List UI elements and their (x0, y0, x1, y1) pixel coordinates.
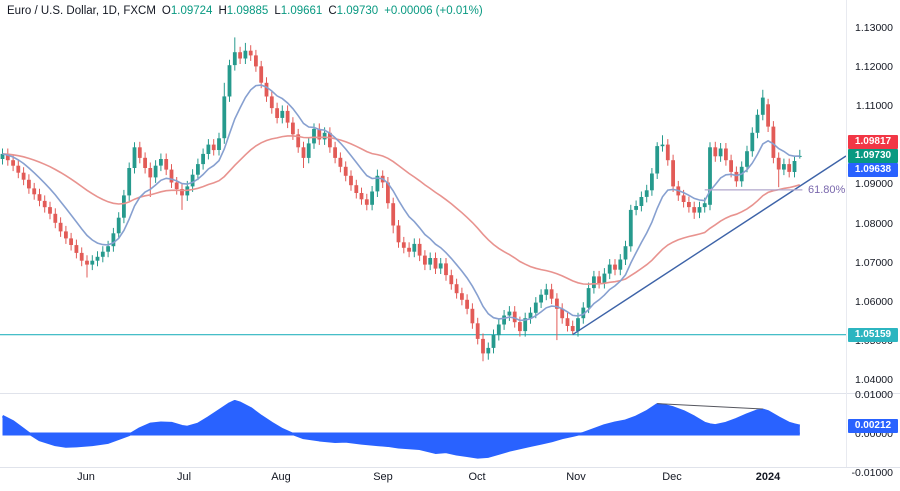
price-axis-label: 1.12000 (855, 61, 893, 74)
indicator-pane[interactable] (0, 393, 846, 467)
price-label-badge: 0.00212 (848, 418, 898, 433)
price-label-badge: 1.09730 (848, 148, 898, 163)
price-axis-label: 1.11000 (855, 100, 893, 113)
price-axis-label: 1.06000 (855, 295, 893, 308)
price-axis-label: 1.09000 (855, 178, 893, 191)
indicator-divergence-line (657, 403, 763, 410)
price-label-badge: 1.09817 (848, 134, 898, 149)
price-axis-label: 1.08000 (855, 217, 893, 230)
price-axis-separator (846, 0, 847, 467)
time-axis-separator (0, 467, 900, 468)
low-value: 1.09661 (280, 5, 323, 17)
high-key: H (218, 5, 227, 17)
time-axis-label[interactable]: Jun (77, 471, 95, 483)
price-axis-label: 1.04000 (855, 374, 893, 386)
trendline (572, 155, 846, 336)
candles (0, 37, 802, 362)
chart-legend: Euro / U.S. Dollar, 1D, FXCM O1.09724 H1.0… (7, 5, 483, 17)
time-axis-label[interactable]: Aug (271, 471, 291, 483)
time-axis-label[interactable]: Sep (373, 471, 393, 483)
price-axis-label: 1.13000 (855, 22, 893, 34)
close-value: 1.09730 (336, 5, 379, 17)
open-value: 1.09724 (170, 5, 213, 17)
time-axis-label[interactable]: 2024 (755, 471, 781, 483)
indicator-axis-label: 0.01000 (855, 389, 893, 401)
fast-ma-line (2, 84, 800, 322)
indicator-area (2, 401, 800, 458)
change-value: +0.00006 (+0.01%) (384, 5, 483, 17)
symbol-title[interactable]: Euro / U.S. Dollar, 1D, FXCM (7, 5, 156, 17)
indicator-axis-label: -0.01000 (851, 467, 893, 479)
close-key: C (328, 5, 337, 17)
time-axis-label[interactable]: Jul (176, 471, 192, 483)
slow-ma-line (2, 135, 801, 286)
open-key: O (161, 5, 171, 17)
price-pane[interactable] (0, 0, 846, 393)
high-value: 1.09885 (226, 5, 269, 17)
price-axis-label: 1.07000 (855, 256, 893, 269)
time-axis-label[interactable]: Oct (468, 471, 486, 483)
indicator-curve (1, 399, 801, 459)
low-key: L (274, 5, 281, 17)
fib-level-label[interactable]: 61.80% (808, 184, 846, 196)
time-axis-label[interactable]: Dec (662, 471, 682, 483)
time-axis-label[interactable]: Nov (566, 471, 586, 483)
price-label-badge: 1.09638 (848, 163, 898, 178)
pane-separator[interactable] (0, 393, 900, 394)
price-label-badge: 1.05159 (848, 327, 898, 342)
